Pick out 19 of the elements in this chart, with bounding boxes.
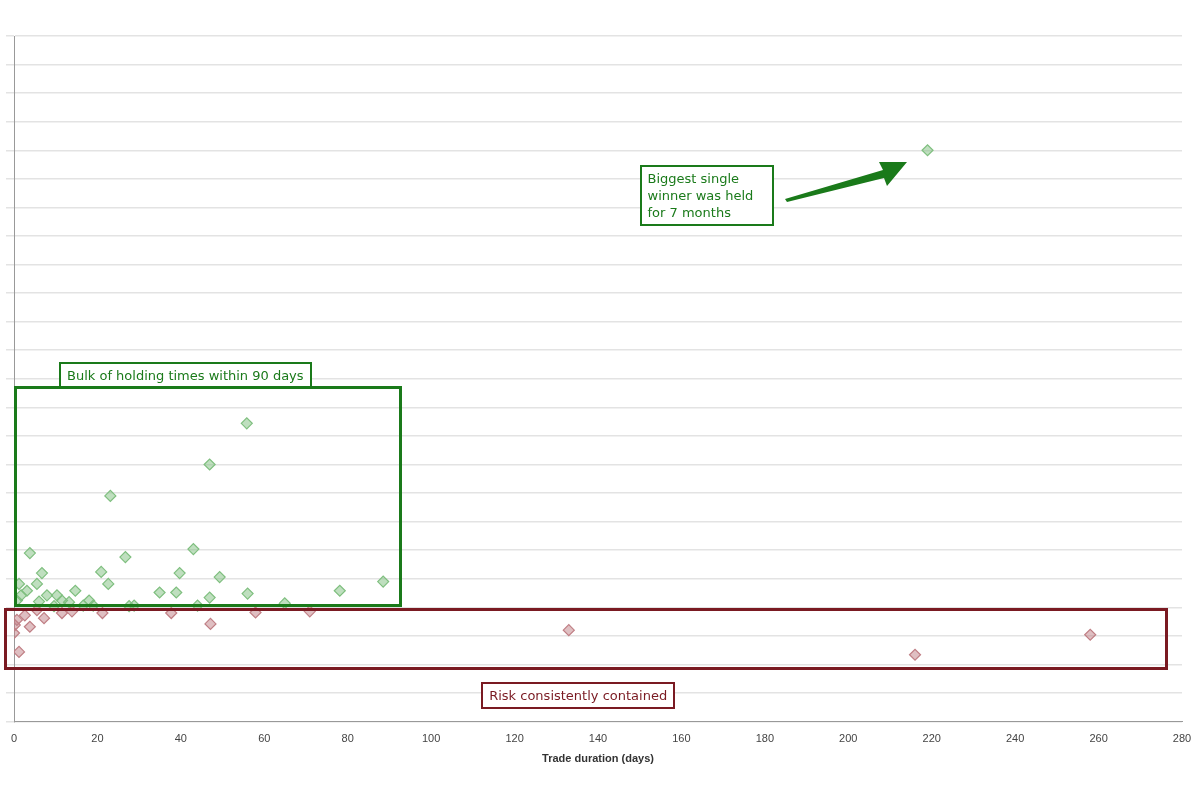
x-tick-label: 20 [91, 732, 104, 745]
x-tick-label: 60 [258, 732, 271, 745]
annotation: Risk consistently contained [481, 681, 676, 709]
x-tick-label: 100 [421, 732, 441, 745]
x-tick-label: 160 [672, 732, 691, 745]
x-tick-label: 180 [755, 732, 775, 745]
annotation: Biggest single winner was held for 7 months [639, 165, 774, 227]
annotation: Bulk of holding times within 90 days [59, 361, 312, 389]
x-tick-label: 120 [505, 732, 524, 745]
x-tick-label: 0 [10, 732, 18, 745]
x-axis-title: Trade duration (days) [542, 752, 655, 765]
x-tick-label: 220 [922, 732, 941, 745]
x-tick-label: 40 [174, 732, 187, 745]
x-tick-label: 280 [1172, 732, 1192, 745]
x-tick-label: 200 [839, 732, 858, 745]
x-tick-label: 260 [1089, 732, 1108, 745]
x-tick-label: 80 [341, 732, 354, 745]
x-tick-label: 240 [1005, 732, 1025, 745]
x-tick-label: 140 [588, 732, 608, 745]
